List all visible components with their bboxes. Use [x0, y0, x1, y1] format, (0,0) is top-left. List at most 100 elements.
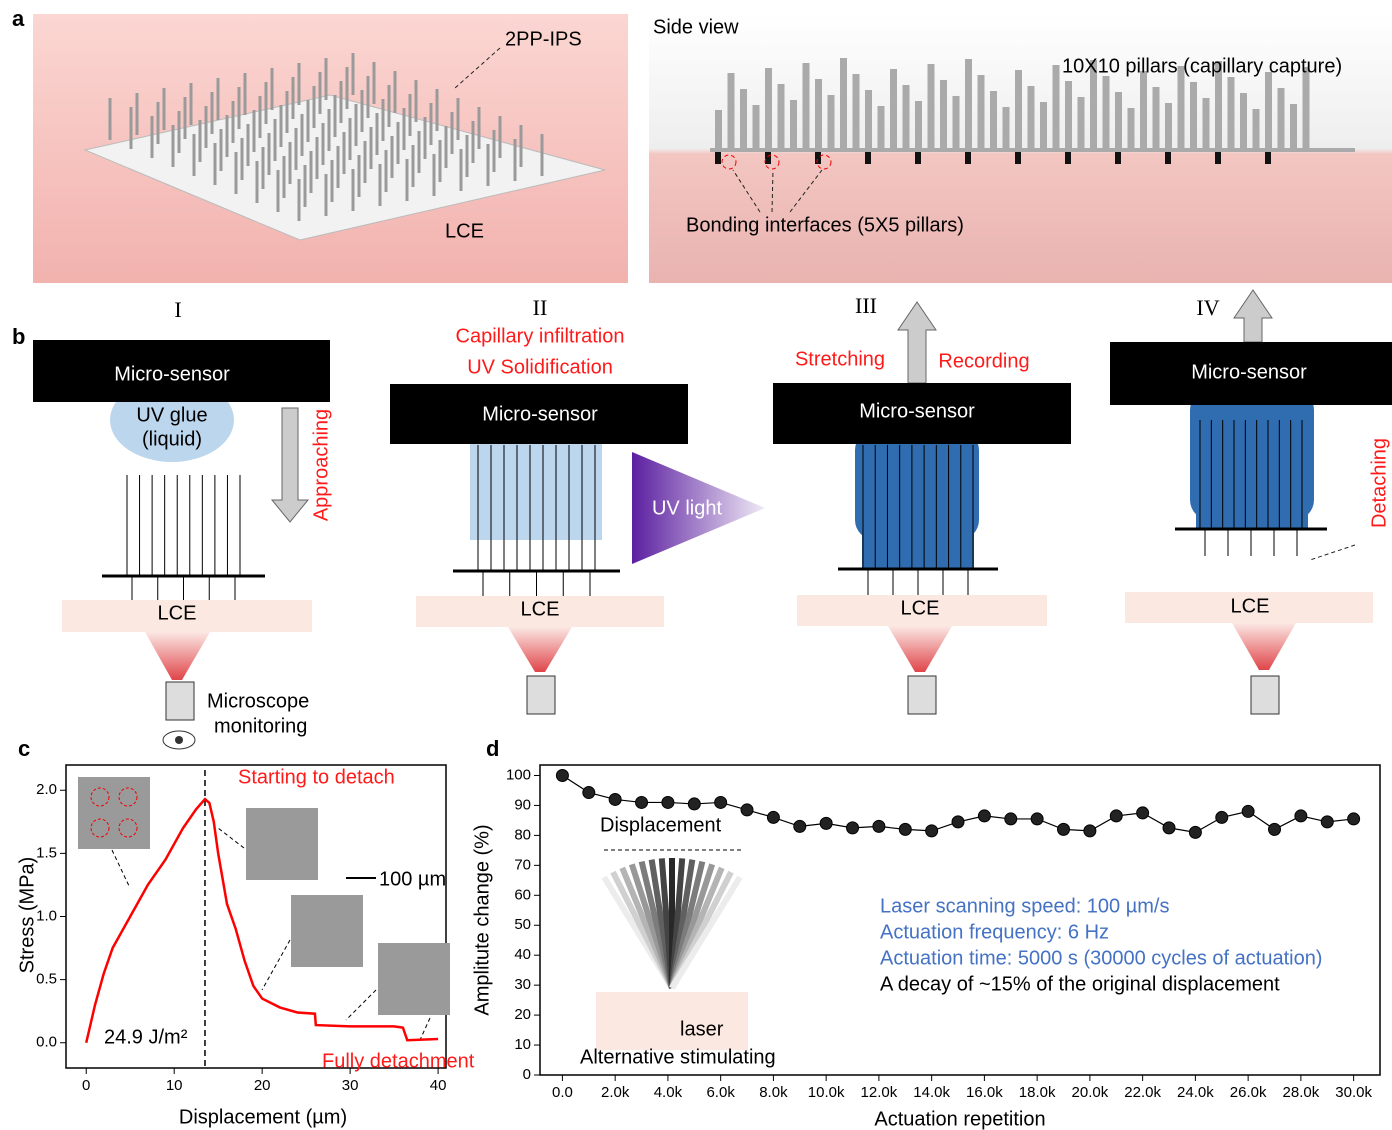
pillar [1240, 93, 1247, 150]
light-cone [508, 627, 572, 672]
pillar [790, 100, 797, 150]
glue-cured [862, 460, 974, 570]
pillar [1253, 109, 1260, 150]
data-point [1005, 813, 1017, 825]
data-point [609, 793, 621, 805]
caption: Capillary infiltration [456, 325, 625, 347]
y-tick-label: 10 [514, 1036, 531, 1053]
y-tick-label: 0 [523, 1066, 531, 1083]
light-cone [888, 626, 952, 672]
inset-image [378, 943, 450, 1015]
y-tick-label: 20 [514, 1006, 531, 1023]
panel-label: b [12, 324, 25, 349]
panel-a: a 2PP-IPS LCE Side view 10X10 pillars (c… [12, 6, 1392, 283]
annotation: Bonding interfaces (5X5 pillars) [686, 214, 964, 236]
y-tick-label: 2.0 [36, 781, 57, 798]
pillar [728, 73, 735, 150]
arrow [1310, 545, 1355, 560]
x-tick-label: 18.0k [1019, 1084, 1056, 1101]
x-tick-label: 26.0k [1230, 1084, 1267, 1101]
figure: a 2PP-IPS LCE Side view 10X10 pillars (c… [0, 0, 1392, 1130]
lce-label: LCE [901, 597, 940, 619]
x-tick-label: 4.0k [654, 1084, 683, 1101]
sensor-label: Micro-sensor [859, 400, 975, 422]
arrow [262, 940, 290, 990]
data-point [715, 796, 727, 808]
note: Actuation frequency: 6 Hz [880, 921, 1109, 943]
y-axis-label: Amplitute change (%) [471, 824, 493, 1015]
action-label: Detaching [1368, 438, 1390, 528]
caption: UV Solidification [467, 356, 613, 378]
panel-label: d [486, 736, 499, 761]
pillars [102, 475, 265, 602]
pillar [1053, 65, 1060, 150]
annotation: 2PP-IPS [505, 28, 582, 50]
pillar [940, 80, 947, 150]
annotation: Side view [653, 16, 739, 38]
x-tick-label: 28.0k [1283, 1084, 1320, 1101]
data-point [1031, 813, 1043, 825]
pillar [990, 91, 997, 150]
data-point [1110, 810, 1122, 822]
arrow [272, 408, 308, 522]
panel-b: b I II III IV Micro-sensor UV glue (liqu… [12, 290, 1392, 749]
pillar [1028, 86, 1035, 150]
data-point [820, 817, 832, 829]
bond [1165, 152, 1171, 164]
bond [1015, 152, 1021, 164]
y-tick-label: 80 [514, 826, 531, 843]
x-tick-label: 8.0k [759, 1084, 788, 1101]
lce-label: LCE [1231, 595, 1270, 617]
data-point [662, 796, 674, 808]
data-point [1137, 807, 1149, 819]
pillar [715, 110, 722, 150]
pillar [915, 101, 922, 150]
x-tick-label: 2.0k [601, 1084, 630, 1101]
data-point [688, 798, 700, 810]
action-label: Recording [938, 350, 1029, 372]
pillar [1115, 92, 1122, 150]
data-point [899, 823, 911, 835]
x-tick-label: 30.0k [1335, 1084, 1372, 1101]
pillar [1128, 108, 1135, 150]
arrow [420, 1018, 430, 1040]
bond [1215, 152, 1221, 164]
data-point [1189, 826, 1201, 838]
x-tick-label: 30 [342, 1077, 359, 1094]
data-point [1295, 810, 1307, 822]
data-point [1269, 823, 1281, 835]
data-point [636, 796, 648, 808]
data-point [794, 820, 806, 832]
x-tick-label: 0.0 [552, 1084, 573, 1101]
pillar [965, 59, 972, 150]
y-tick-label: 1.0 [36, 907, 57, 924]
data-point [1058, 823, 1070, 835]
x-tick-label: 0 [82, 1077, 90, 1094]
x-axis-label: Displacement (µm) [179, 1106, 347, 1128]
lce-label: LCE [158, 602, 197, 624]
pillar [1003, 107, 1010, 150]
step-numeral: II [533, 295, 548, 320]
data-point [1084, 825, 1096, 837]
y-tick-label: 100 [506, 766, 531, 783]
note: A decay of ~15% of the original displace… [880, 973, 1280, 995]
pillar [803, 63, 810, 150]
pillar [853, 74, 860, 150]
data-point [847, 822, 859, 834]
pillar [978, 75, 985, 150]
bond [815, 152, 821, 164]
light-label: UV light [652, 497, 722, 519]
pillar [753, 105, 760, 150]
pillar [1140, 71, 1147, 150]
pillar [1278, 88, 1285, 150]
pillar [878, 106, 885, 150]
data-point [1216, 811, 1228, 823]
annotation: Displacement [600, 814, 722, 836]
objective [1251, 676, 1279, 714]
pillar [865, 90, 872, 150]
y-tick-label: 30 [514, 976, 531, 993]
pillar [1103, 76, 1110, 150]
annotation: laser [680, 1018, 724, 1040]
pillar [1265, 72, 1272, 150]
glue-cured [1196, 420, 1308, 528]
